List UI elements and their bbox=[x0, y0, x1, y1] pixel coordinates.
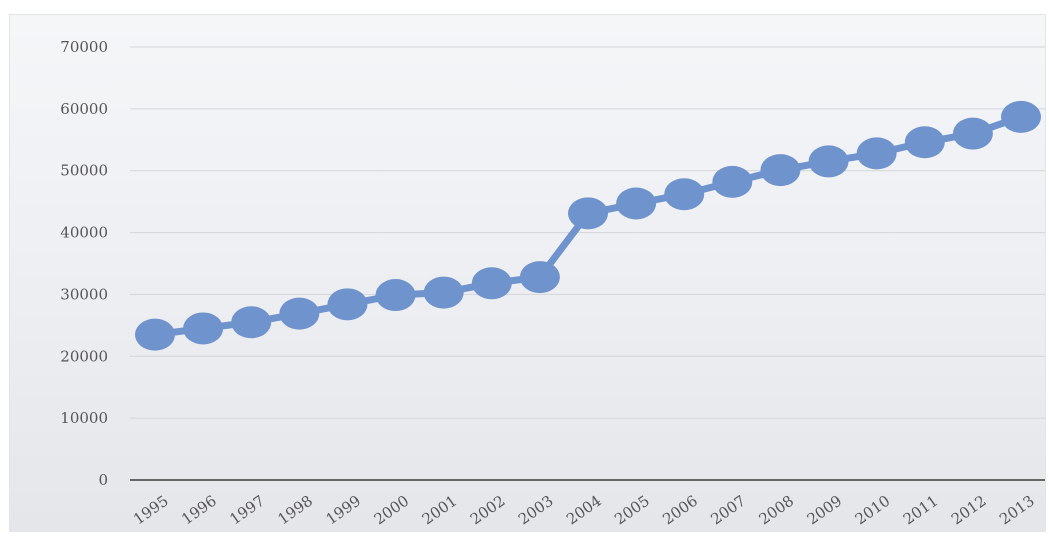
data-point bbox=[471, 267, 512, 300]
data-point bbox=[664, 178, 705, 211]
data-points bbox=[135, 100, 1041, 351]
y-tick-label: 70000 bbox=[60, 38, 108, 56]
y-tick-label: 0 bbox=[98, 471, 108, 489]
x-tick-label: 2011 bbox=[900, 492, 942, 529]
x-tick-label: 2006 bbox=[659, 492, 701, 529]
y-tick-label: 20000 bbox=[60, 347, 108, 365]
data-point bbox=[1001, 100, 1041, 133]
data-point bbox=[279, 297, 320, 330]
x-tick-label: 2013 bbox=[996, 492, 1038, 529]
y-tick-label: 10000 bbox=[60, 409, 108, 427]
x-tick-label: 1999 bbox=[323, 492, 365, 529]
x-tick-label: 2000 bbox=[371, 492, 413, 529]
data-point bbox=[375, 279, 416, 312]
x-tick-label: 2001 bbox=[419, 492, 461, 529]
data-point bbox=[231, 306, 272, 339]
x-tick-label: 1996 bbox=[178, 492, 220, 529]
y-axis-ticks: 0 10000 20000 30000 40000 50000 60000 70000 bbox=[60, 38, 108, 489]
x-tick-label: 2004 bbox=[563, 492, 605, 529]
data-point bbox=[616, 187, 657, 220]
data-point bbox=[760, 154, 801, 187]
y-tick-label: 60000 bbox=[60, 100, 108, 118]
data-point bbox=[519, 261, 560, 294]
data-point bbox=[856, 137, 897, 170]
x-tick-label: 1995 bbox=[130, 492, 172, 529]
x-tick-label: 2005 bbox=[611, 492, 653, 529]
y-tick-label: 40000 bbox=[60, 224, 108, 242]
x-tick-label: 2012 bbox=[948, 492, 990, 529]
data-point bbox=[327, 288, 368, 321]
data-point bbox=[568, 197, 608, 230]
x-tick-label: 2002 bbox=[467, 492, 509, 529]
data-point bbox=[183, 312, 224, 345]
x-tick-label: 2009 bbox=[804, 492, 846, 529]
x-axis-ticks: 1995 1996 1997 1998 1999 2000 2001 2002 2003 2004… bbox=[130, 492, 1038, 529]
x-tick-label: 2008 bbox=[756, 492, 798, 529]
x-tick-label: 2003 bbox=[515, 492, 557, 529]
x-tick-label: 1997 bbox=[226, 492, 268, 529]
data-point bbox=[423, 276, 464, 309]
x-tick-label: 2007 bbox=[707, 492, 749, 529]
data-point bbox=[135, 318, 175, 351]
data-point bbox=[952, 117, 993, 150]
gridlines bbox=[130, 46, 1045, 419]
data-point bbox=[712, 165, 753, 198]
y-tick-label: 30000 bbox=[60, 285, 108, 303]
data-point bbox=[808, 145, 849, 178]
data-point bbox=[904, 126, 945, 159]
y-tick-label: 50000 bbox=[60, 162, 108, 180]
x-tick-label: 2010 bbox=[852, 492, 894, 529]
x-tick-label: 1998 bbox=[274, 492, 316, 529]
